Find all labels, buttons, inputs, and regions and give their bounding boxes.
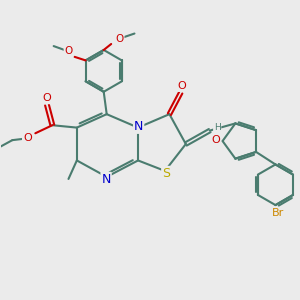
- Text: N: N: [134, 120, 143, 133]
- Text: methoxy: methoxy: [45, 40, 51, 42]
- Text: O: O: [42, 93, 51, 103]
- Text: H: H: [214, 122, 220, 131]
- Text: O: O: [116, 34, 124, 44]
- Text: Br: Br: [272, 208, 285, 218]
- Text: methoxy: methoxy: [48, 42, 54, 44]
- Text: O: O: [64, 46, 73, 56]
- Text: methoxy: methoxy: [47, 41, 53, 43]
- Text: S: S: [162, 167, 170, 180]
- Text: O: O: [178, 81, 187, 91]
- Text: N: N: [101, 173, 111, 186]
- Text: methoxy: methoxy: [140, 31, 146, 32]
- Text: O: O: [212, 135, 220, 146]
- Text: O: O: [23, 134, 32, 143]
